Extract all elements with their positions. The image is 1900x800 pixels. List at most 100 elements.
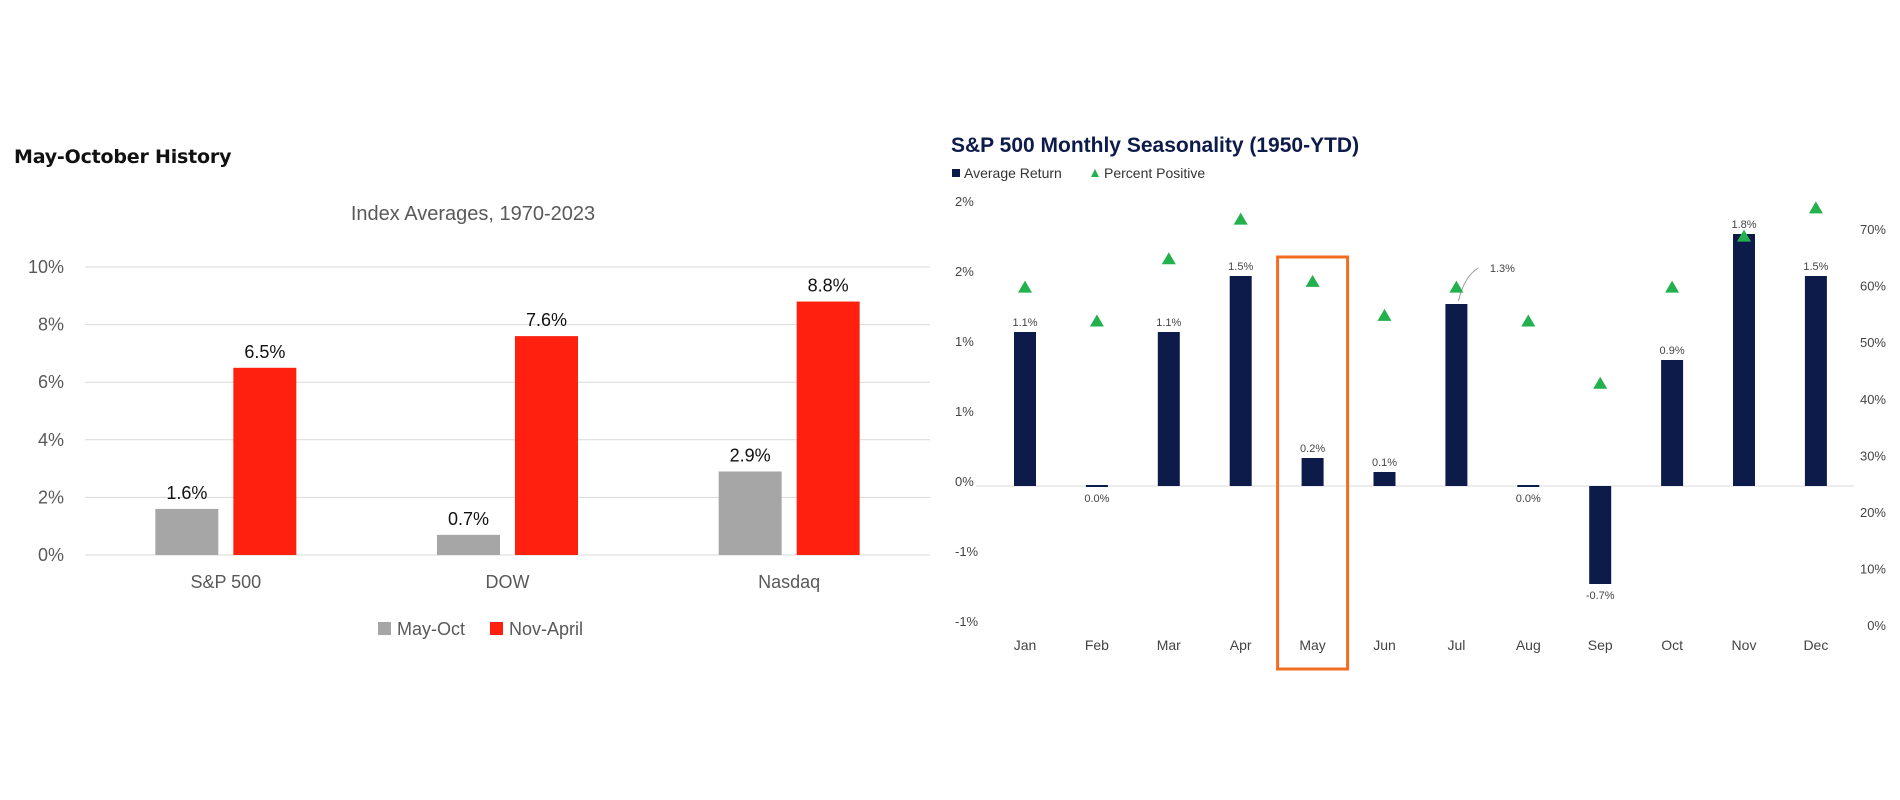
label-leader-line <box>1457 267 1479 302</box>
bar-nov-april-2 <box>796 301 860 555</box>
marker-sep <box>1593 376 1608 389</box>
x-tick-label: S&P 500 <box>190 572 261 592</box>
bar-may-oct-1 <box>437 534 500 555</box>
data-label: 1.8% <box>1731 219 1756 231</box>
index-averages-chart: Index Averages, 1970-2023 0%2%4%6%8%10% … <box>28 203 930 639</box>
marker-mar <box>1161 252 1176 265</box>
right-y-tick-label: 40% <box>1860 392 1886 407</box>
y-tick-label: 0% <box>38 545 64 565</box>
marker-jun <box>1377 308 1392 321</box>
marker-jul <box>1449 280 1464 293</box>
data-label: 1.6% <box>166 483 207 503</box>
monthly-seasonality-chart: S&P 500 Monthly Seasonality (1950-YTD) A… <box>951 134 1886 671</box>
x-tick-label: Jan <box>1014 637 1037 653</box>
left-y-tick-label: 0% <box>955 474 974 489</box>
data-label: 0.0% <box>1516 493 1541 505</box>
data-label: 0.9% <box>1660 345 1685 357</box>
right-y-tick-label: 70% <box>1860 222 1886 237</box>
legend-label: May-Oct <box>397 619 465 639</box>
left-y-axis-labels: 2% 2% 1% 1% 0% -1% -1% <box>955 194 979 629</box>
data-label: 0.2% <box>1300 443 1325 455</box>
data-label: 7.6% <box>526 310 567 330</box>
left-y-tick-label: -1% <box>955 544 979 559</box>
data-label: 0.7% <box>448 509 489 529</box>
x-tick-label: DOW <box>486 572 530 592</box>
x-tick-label: Oct <box>1661 637 1683 653</box>
chart-title: Index Averages, 1970-2023 <box>351 203 595 225</box>
data-label: 0.0% <box>1084 493 1109 505</box>
data-label: -0.7% <box>1586 590 1615 602</box>
marker-nov <box>1737 229 1751 242</box>
bar-oct <box>1661 360 1684 486</box>
x-tick-label: Sep <box>1588 637 1613 653</box>
bar-mar <box>1157 332 1180 486</box>
y-axis-labels: 0% 2% 4% 6% 8% 10% <box>28 257 64 565</box>
x-axis-labels: Jan Feb Mar Apr May Jun Jul Aug Sep Oct Nov Dec <box>1014 637 1829 653</box>
highlight-rect <box>1276 255 1350 671</box>
x-tick-label: Aug <box>1516 637 1541 653</box>
right-y-tick-label: 50% <box>1860 335 1886 350</box>
chart-title: S&P 500 Monthly Seasonality (1950-YTD) <box>951 134 1359 157</box>
bar-may-oct-2 <box>718 471 782 555</box>
legend: Average Return Percent Positive <box>952 165 1205 181</box>
left-y-tick-label: 1% <box>955 404 974 419</box>
right-y-axis-labels: 70% 60% 50% 40% 30% 20% 10% 0% <box>1860 222 1886 633</box>
legend-swatch <box>490 622 503 635</box>
x-tick-label: Nasdaq <box>758 572 820 592</box>
x-tick-label: May <box>1299 637 1325 653</box>
bar-aug <box>1517 485 1540 487</box>
marker-apr <box>1233 212 1248 225</box>
y-tick-label: 8% <box>38 315 64 335</box>
data-label: 0.1% <box>1372 457 1397 469</box>
left-y-tick-label: 2% <box>955 264 974 279</box>
bar-jan <box>1014 332 1036 486</box>
y-tick-label: 10% <box>28 257 64 277</box>
bar-nov-april-1 <box>515 336 578 555</box>
bar-may-oct-0 <box>155 508 219 555</box>
legend: May-Oct Nov-April <box>378 619 583 639</box>
bar-sep <box>1589 486 1612 584</box>
right-y-tick-label: 20% <box>1860 505 1886 520</box>
x-tick-label: Jun <box>1373 637 1396 653</box>
data-label: 6.5% <box>244 342 285 362</box>
data-label: 2.9% <box>730 445 771 465</box>
bar-feb <box>1085 485 1108 487</box>
x-tick-label: Apr <box>1230 637 1252 653</box>
bar-dec <box>1804 276 1827 486</box>
bar-nov <box>1733 234 1755 486</box>
x-tick-label: Nov <box>1732 637 1757 653</box>
y-tick-label: 4% <box>38 430 64 450</box>
left-y-tick-label: -1% <box>955 614 979 629</box>
y-tick-label: 2% <box>38 487 64 507</box>
data-label: 8.8% <box>808 276 849 296</box>
bars: 1.1% 0.0% 1.1% 1.5% 0.2% 0.1% 1.3% 0.0% -0.7% 0.9… <box>1012 219 1828 602</box>
data-label: 1.1% <box>1012 317 1037 329</box>
legend-swatch-average-return <box>952 169 960 177</box>
x-tick-label: Jul <box>1447 637 1465 653</box>
data-label: 1.3% <box>1490 263 1515 275</box>
x-tick-label: Feb <box>1085 637 1109 653</box>
right-y-tick-label: 60% <box>1860 279 1886 294</box>
right-y-tick-label: 30% <box>1860 448 1886 463</box>
marker-aug <box>1521 314 1536 327</box>
legend-swatch-percent-positive <box>1091 169 1099 177</box>
marker-feb <box>1089 314 1104 327</box>
bar-jun <box>1373 472 1396 486</box>
data-label: 1.5% <box>1803 261 1828 273</box>
marker-jan <box>1018 280 1032 293</box>
left-y-tick-label: 2% <box>955 194 974 209</box>
marker-oct <box>1665 280 1680 293</box>
y-tick-label: 6% <box>38 372 64 392</box>
x-tick-label: Dec <box>1803 637 1828 653</box>
left-y-tick-label: 1% <box>955 334 974 349</box>
legend-label: Nov-April <box>509 619 583 639</box>
bar-jul <box>1445 304 1468 486</box>
right-y-tick-label: 10% <box>1860 562 1886 577</box>
legend-label: Average Return <box>964 165 1062 181</box>
bar-nov-april-0 <box>233 367 297 555</box>
marker-may <box>1305 274 1320 287</box>
right-y-tick-label: 0% <box>1867 618 1886 633</box>
percent-positive-markers <box>1018 201 1823 389</box>
x-axis-labels: S&P 500 DOW Nasdaq <box>190 572 820 592</box>
legend-label: Percent Positive <box>1104 165 1205 181</box>
